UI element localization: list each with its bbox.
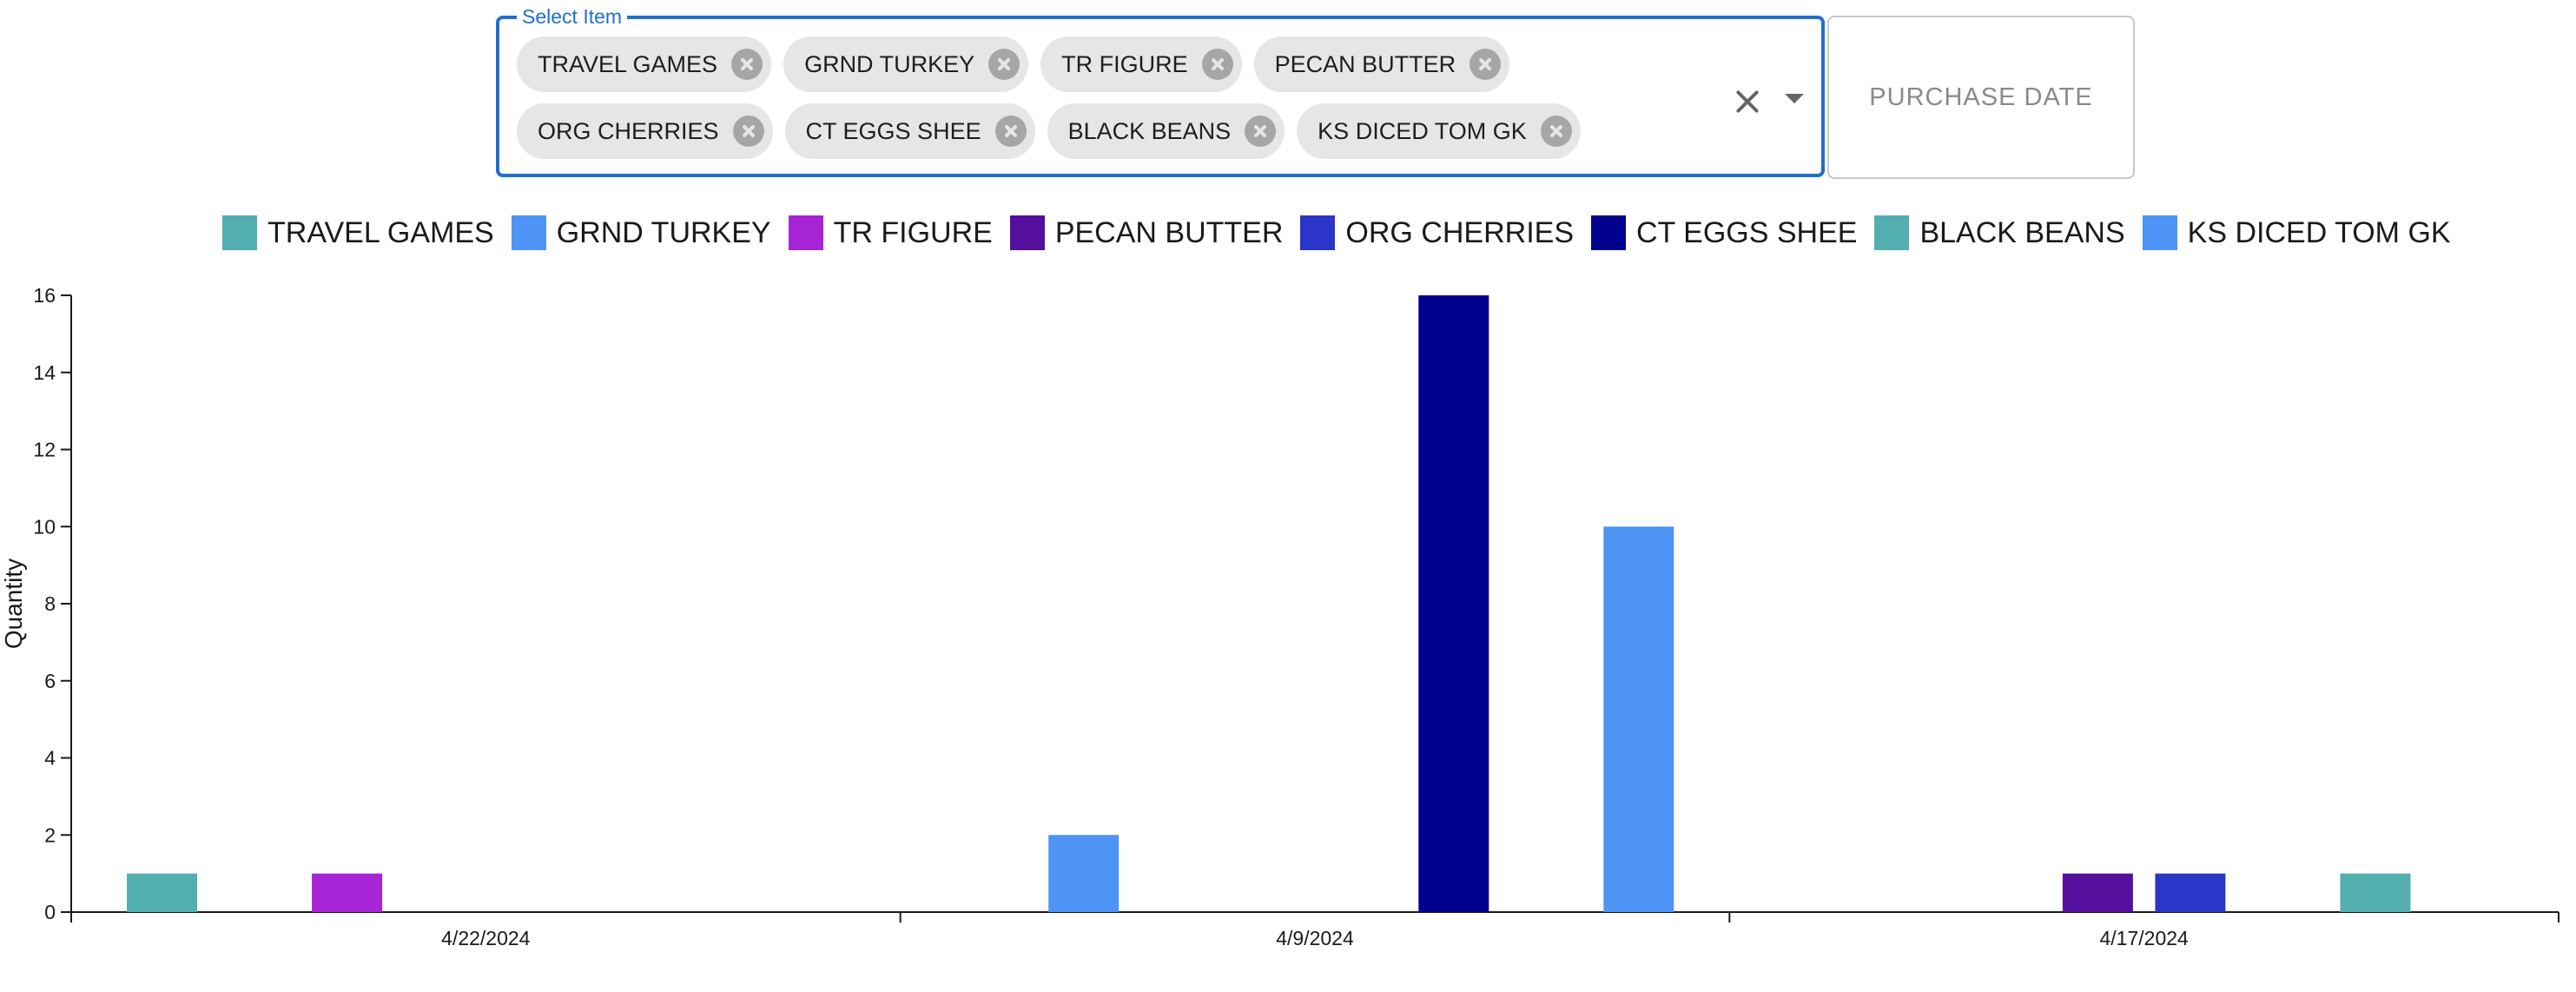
bar [312,873,383,912]
legend-swatch [1591,215,1626,250]
chip-label: TR FIGURE [1061,50,1188,77]
legend-label: TR FIGURE [833,215,993,249]
y-tick-label: 16 [33,284,56,307]
x-tick-label: 4/9/2024 [1276,927,1354,949]
legend-label: BLACK BEANS [1919,215,2125,249]
legend-swatch [1300,215,1336,250]
legend-label: KS DICED TOM GK [2187,215,2451,249]
bar [2062,873,2133,912]
chip-label: TRAVEL GAMES [538,50,718,77]
y-tick-label: 4 [44,747,56,770]
chip-tr-figure[interactable]: TR FIGURE [1040,36,1242,92]
bar [1603,526,1674,912]
chip-label: ORG CHERRIES [538,117,719,144]
legend-swatch [1874,215,1910,250]
remove-chip-icon[interactable] [994,116,1027,147]
x-tick-label: 4/22/2024 [441,927,531,949]
remove-chip-icon[interactable] [1201,49,1233,80]
chip-row: TRAVEL GAMES GRND TURKEY TR FIGURE PECAN… [517,36,1510,92]
chip-ct-eggs-shee[interactable]: CT EGGS SHEE [784,103,1035,159]
legend-label: CT EGGS SHEE [1636,215,1858,249]
y-tick-label: 0 [44,901,56,923]
legend-label: ORG CHERRIES [1345,215,1574,249]
legend-swatch [511,215,546,250]
purchase-date-label: PURCHASE DATE [1869,83,2093,111]
legend-item[interactable]: TRAVEL GAMES [222,215,494,250]
remove-chip-icon[interactable] [988,49,1020,80]
chip-ks-diced-tom-gk[interactable]: KS DICED TOM GK [1297,103,1581,159]
bar [127,873,198,912]
chip-grnd-turkey[interactable]: GRND TURKEY [783,36,1029,92]
chip-row: ORG CHERRIES CT EGGS SHEE BLACK BEANS KS… [517,103,1581,159]
remove-chip-icon[interactable] [732,116,764,147]
legend-item[interactable]: CT EGGS SHEE [1591,215,1857,250]
legend-label: PECAN BUTTER [1054,215,1284,249]
legend-item[interactable]: GRND TURKEY [511,215,771,250]
legend-label: GRND TURKEY [556,215,771,249]
chip-black-beans[interactable]: BLACK BEANS [1047,103,1285,159]
chip-label: PECAN BUTTER [1274,50,1456,77]
chip-label: CT EGGS SHEE [805,117,981,144]
legend-item[interactable]: BLACK BEANS [1874,215,2125,250]
bar [2155,873,2226,912]
y-axis-label: Quantity [0,559,27,649]
x-tick-label: 4/17/2024 [2100,927,2190,949]
legend-swatch [788,215,823,250]
remove-chip-icon[interactable] [1245,116,1277,147]
caret-down-icon[interactable] [1785,94,1804,103]
chart-legend: TRAVEL GAMES GRND TURKEY TR FIGURE PECAN BU… [222,212,2468,254]
chip-label: BLACK BEANS [1067,117,1232,144]
chip-label: KS DICED TOM GK [1318,117,1527,144]
y-tick-label: 8 [44,592,56,615]
remove-chip-icon[interactable] [1540,116,1572,147]
select-item-field[interactable]: Select Item TRAVEL GAMES GRND TURKEY TR … [496,3,1825,177]
legend-swatch [2142,215,2177,250]
legend-item[interactable]: KS DICED TOM GK [2142,215,2451,250]
y-tick-label: 14 [33,361,56,384]
y-tick-label: 2 [44,823,56,846]
y-tick-label: 12 [33,439,56,461]
legend-item[interactable]: TR FIGURE [788,215,993,250]
chip-pecan-butter[interactable]: PECAN BUTTER [1253,36,1510,92]
legend-swatch [222,215,257,250]
legend-swatch [1009,215,1045,250]
chip-label: GRND TURKEY [804,50,975,77]
bar [1048,835,1120,912]
y-tick-label: 6 [44,670,56,692]
legend-label: TRAVEL GAMES [268,215,494,249]
bar [1418,295,1489,912]
select-item-label: Select Item [517,3,628,30]
y-tick-label: 10 [33,515,56,538]
chip-travel-games[interactable]: TRAVEL GAMES [517,36,772,92]
remove-chip-icon[interactable] [731,49,763,80]
legend-item[interactable]: PECAN BUTTER [1009,215,1284,250]
purchase-date-button[interactable]: PURCHASE DATE [1827,16,2135,179]
legend-item[interactable]: ORG CHERRIES [1300,215,1574,250]
bar [2340,873,2411,912]
chip-org-cherries[interactable]: ORG CHERRIES [517,103,773,159]
remove-chip-icon[interactable] [1470,49,1502,80]
